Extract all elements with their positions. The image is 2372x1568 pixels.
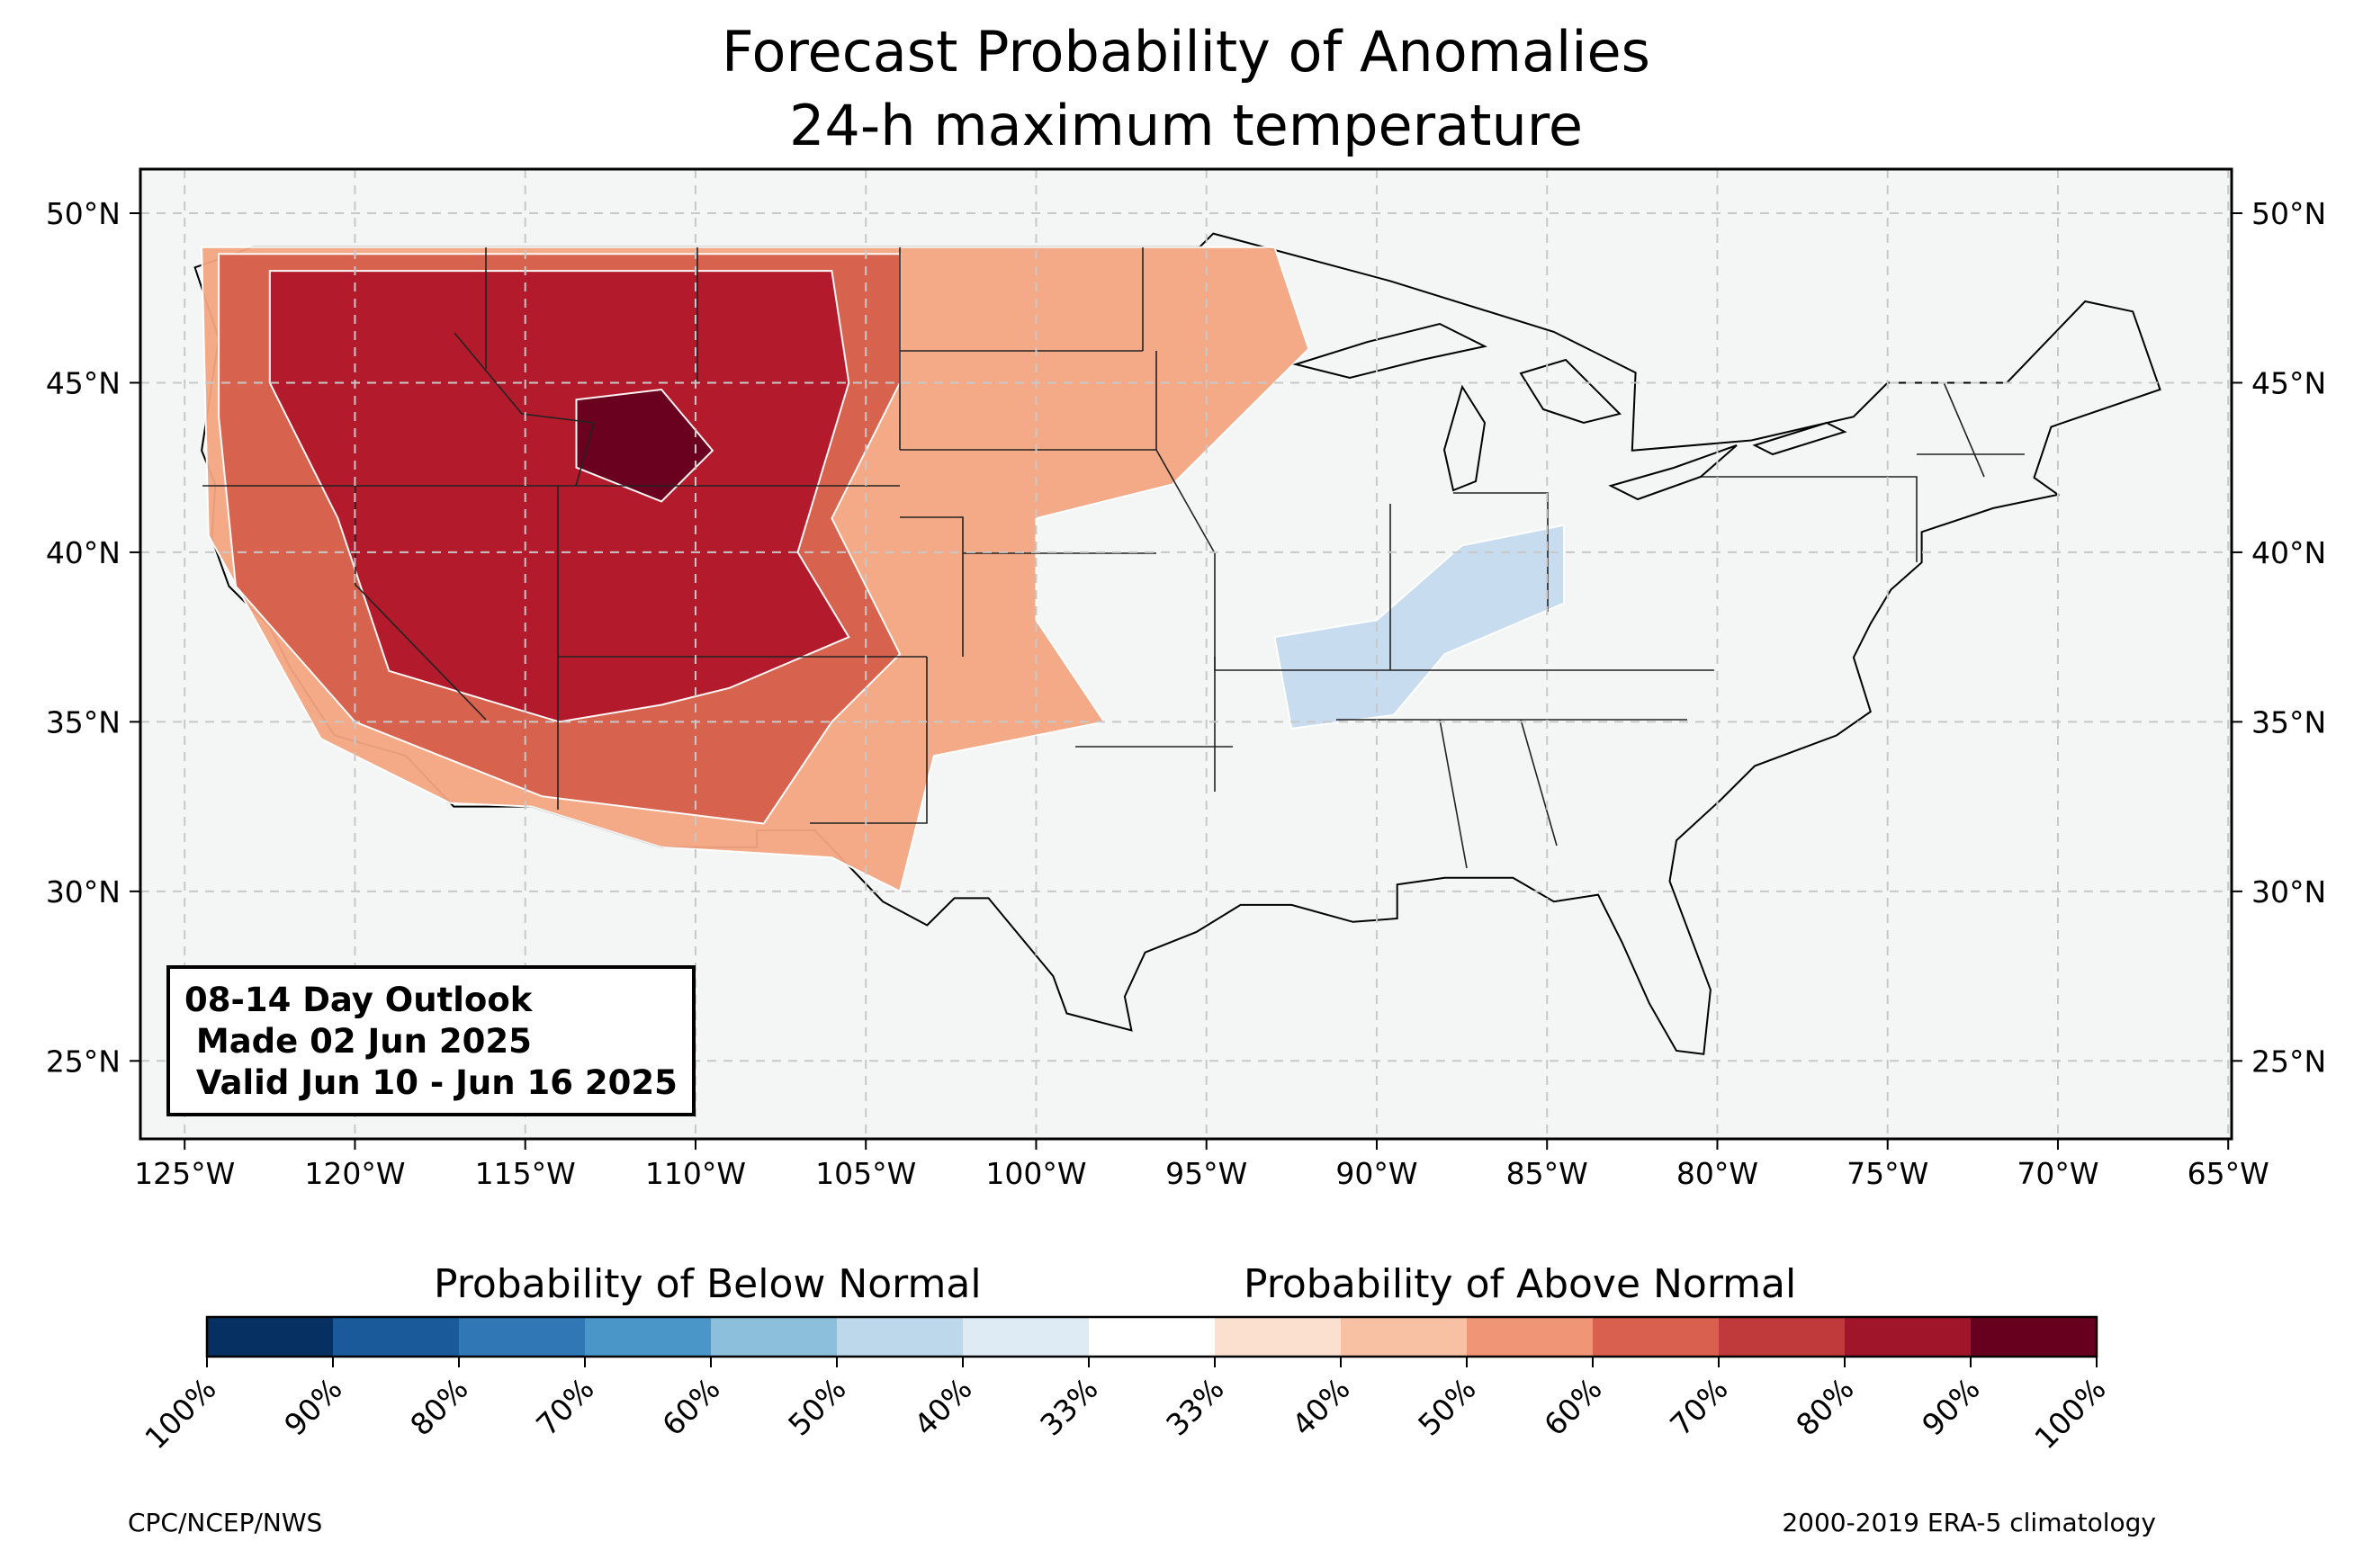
lat-tick-label-right: 35°N [2251,704,2326,739]
colorbar-tick-label: 50% [781,1371,852,1442]
region-above-80 [268,270,850,723]
colorbar-segment [459,1317,586,1357]
lon-tick-label: 80°W [1676,1156,1758,1191]
colorbar-below-label: Probability of Below Normal [434,1261,982,1307]
title-line-2: 24-h maximum temperature [788,93,1584,158]
region-below-40 [1273,524,1566,730]
lat-tick-label-right: 40°N [2251,535,2326,570]
lat-tick-label-right: 45°N [2251,365,2326,400]
colorbar-segment [1467,1317,1594,1357]
colorbar-segment [333,1317,460,1357]
lon-tick-label: 95°W [1165,1156,1247,1191]
lon-tick-label: 100°W [985,1156,1086,1191]
map-frame [139,167,2233,1141]
colorbar-tick-label: 60% [1537,1371,1608,1442]
lat-tick-label-left: 45°N [46,365,121,400]
lon-tick-label: 125°W [134,1156,235,1191]
colorbar-segment [1089,1317,1216,1357]
lat-tick-label-left: 40°N [46,535,121,570]
colorbar-segment [1845,1317,1972,1357]
probability-regions [201,246,1566,893]
state-boundaries [202,247,2025,869]
map-gridlines [140,169,2232,1139]
lon-tick-label: 105°W [815,1156,916,1191]
colorbar-frame [205,1315,2098,1358]
colorbar-segment [1341,1317,1468,1357]
lat-tick-label-right: 25°N [2251,1044,2326,1079]
colorbar-tick-label: 40% [1285,1371,1356,1442]
colorbar-tick-label: 60% [655,1371,726,1442]
axis-ticks: 125°W 120°W 115°W 110°W 105°W 100°W 95°W 90°W 85… [46,196,2326,1191]
colorbar-tick-label: 70% [529,1371,600,1442]
lon-tick-label: 65°W [2188,1156,2269,1191]
colorbar-segment [207,1317,334,1357]
outlook-line-3: Valid Jun 10 - Jun 16 2025 [184,1063,678,1102]
lon-tick-label: 70°W [2017,1156,2098,1191]
outlook-info-box: 08-14 Day Outlook Made 02 Jun 2025 Valid… [166,965,696,1116]
colorbar-tick-label: 90% [1915,1371,1986,1442]
colorbar-segment [585,1317,712,1357]
colorbar-segment [1215,1317,1342,1357]
colorbar-segment [1593,1317,1720,1357]
colorbar-tick-label: 50% [1411,1371,1482,1442]
lon-tick-label: 85°W [1506,1156,1588,1191]
colorbar-tick-label: 100% [2027,1371,2112,1456]
colorbar-segment [837,1317,964,1357]
outlook-line-2: Made 02 Jun 2025 [184,1022,532,1061]
colorbar: 100% 90% 80% 70% 60% 50% 40% 33% 33% 40% 50% 60% 70%… [138,1315,2113,1456]
colorbar-above-label: Probability of Above Normal [1244,1261,1797,1307]
lon-tick-label: 75°W [1846,1156,1928,1191]
lat-tick-label-left: 25°N [46,1044,121,1079]
footer-source: CPC/NCEP/NWS [128,1508,323,1537]
great-lakes [1292,322,1847,501]
colorbar-segment [963,1317,1090,1357]
lat-tick-label-right: 30°N [2251,874,2326,909]
lat-tick-label-left: 50°N [46,196,121,231]
title-line-1: Forecast Probability of Anomalies [722,19,1650,85]
colorbar-tick-label: 80% [1789,1371,1860,1442]
lat-tick-label-right: 50°N [2251,196,2326,231]
colorbar-tick-label: 33% [1033,1371,1104,1442]
lat-tick-label-left: 30°N [46,874,121,909]
outlook-line-1: 08-14 Day Outlook [184,981,533,1019]
colorbar-tick-label: 40% [907,1371,978,1442]
footer-climatology: 2000-2019 ERA-5 climatology [1782,1508,2156,1537]
lon-tick-label: 120°W [304,1156,405,1191]
colorbar-segment [711,1317,838,1357]
lon-tick-label: 115°W [475,1156,576,1191]
region-above-90 [575,388,714,503]
colorbar-tick-label: 80% [403,1371,474,1442]
colorbar-tick-label: 90% [277,1371,348,1442]
lon-tick-label: 110°W [645,1156,746,1191]
lat-tick-label-left: 35°N [46,704,121,739]
lon-tick-label: 90°W [1335,1156,1417,1191]
colorbar-tick-label: 70% [1663,1371,1734,1442]
colorbar-tick-label: 33% [1159,1371,1230,1442]
colorbar-segment [1971,1317,2098,1357]
colorbar-segment [1719,1317,1846,1357]
colorbar-tick-label: 100% [138,1371,222,1456]
